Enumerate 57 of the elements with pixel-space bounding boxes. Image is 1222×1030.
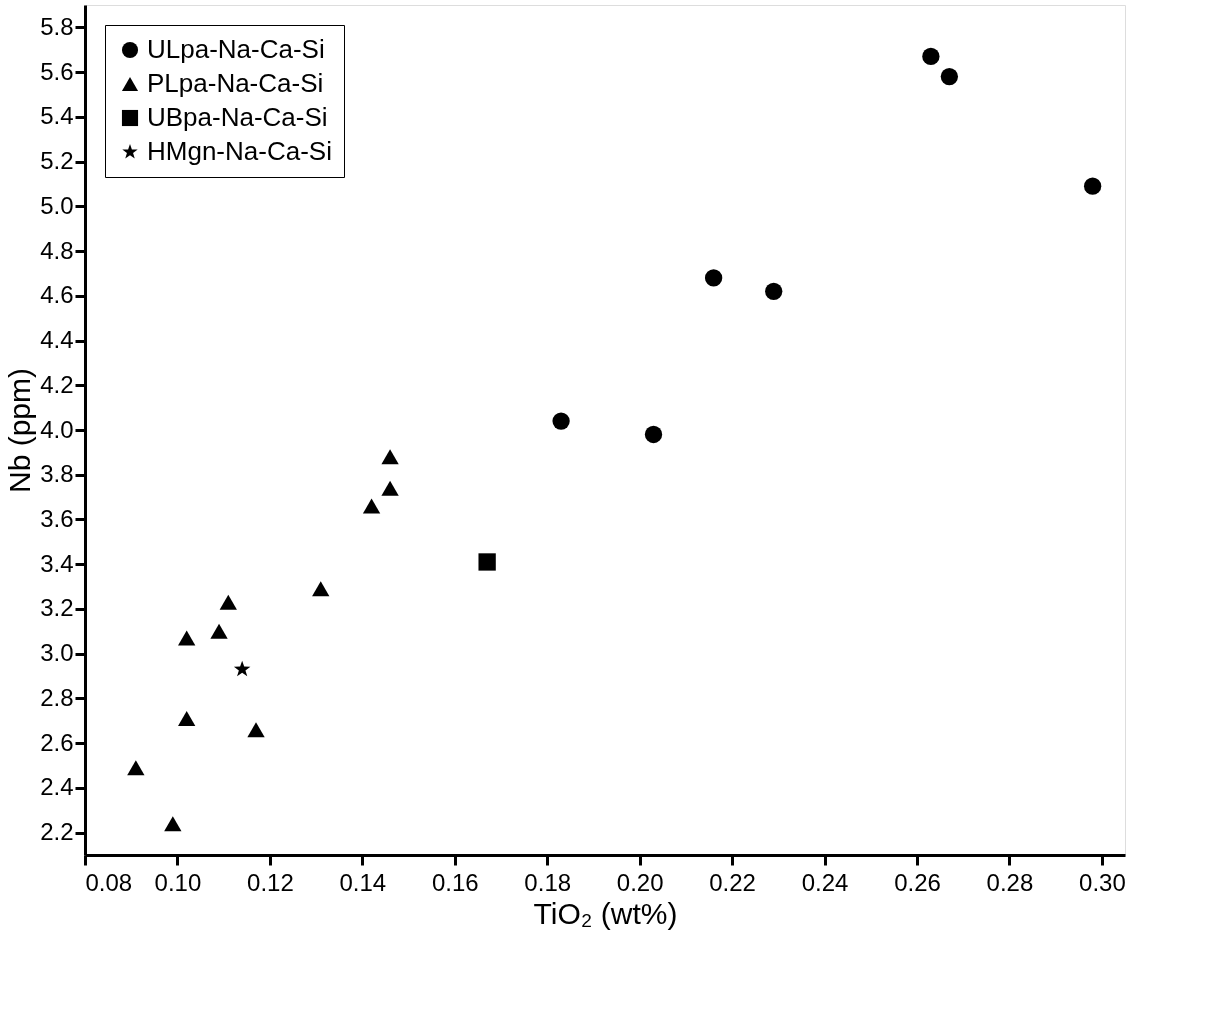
point (178, 630, 196, 646)
y-tick-label: 3.8 (40, 460, 74, 488)
x-tick-label: 0.22 (709, 868, 756, 896)
y-tick-label: 2.2 (40, 818, 74, 846)
y-tick-label: 3.6 (40, 504, 74, 532)
point (552, 412, 570, 430)
x-tick-label: 0.20 (616, 868, 664, 896)
point (247, 722, 265, 738)
point (362, 498, 381, 514)
y-tick-label: 4.0 (40, 415, 74, 443)
legend-label: ULpa-Na-Ca-Si (147, 34, 325, 64)
y-tick-label: 3.4 (40, 549, 74, 577)
point (381, 449, 399, 465)
y-tick-label: 2.4 (40, 773, 74, 801)
x-tick-label: 0.10 (154, 868, 202, 896)
y-tick-label: 4.8 (40, 236, 74, 264)
x-tick-label: 0.28 (986, 868, 1034, 896)
legend-label: HMgn-Na-Ca-Si (147, 136, 332, 166)
point (644, 425, 663, 444)
y-tick-label: 4.4 (40, 326, 74, 354)
point (922, 47, 940, 66)
x-tick-label: 0.12 (247, 868, 294, 896)
point (233, 660, 251, 677)
x-tick-label: 0.24 (801, 868, 849, 896)
y-tick-label: 4.2 (40, 370, 74, 398)
point (765, 282, 783, 300)
point (164, 816, 182, 832)
point (127, 760, 145, 776)
point (940, 67, 959, 86)
point (1083, 177, 1102, 195)
y-tick-label: 2.6 (40, 728, 74, 756)
point (219, 594, 237, 610)
x-axis-title: TiO₂ (wt%) (533, 896, 678, 930)
y-tick-label: 5.6 (40, 57, 74, 85)
x-tick-label: 0.18 (524, 868, 572, 896)
legend-label: PLpa-Na-Ca-Si (147, 68, 324, 98)
point (478, 553, 496, 571)
point (210, 623, 228, 639)
point (704, 269, 723, 287)
y-tick-label: 2.8 (40, 683, 74, 711)
y-tick-label: 5.2 (40, 147, 74, 175)
x-tick-label: 0.08 (85, 868, 133, 896)
x-tick-label: 0.26 (894, 868, 941, 896)
legend-label: UBpa-Na-Ca-Si (147, 102, 328, 132)
y-tick-label: 5.4 (40, 102, 74, 130)
x-tick-label: 0.14 (339, 868, 387, 896)
point (381, 480, 399, 496)
y-tick-label: 5.0 (40, 191, 74, 219)
y-axis-title: Nb (ppm) (3, 367, 37, 494)
y-tick-label: 5.8 (40, 12, 74, 40)
y-tick-label: 3.0 (40, 639, 74, 667)
x-tick-label: 0.30 (1079, 868, 1126, 896)
y-tick-label: 3.2 (40, 594, 74, 622)
x-tick-label: 0.16 (431, 868, 479, 896)
y-tick-label: 4.6 (40, 281, 74, 309)
point (178, 711, 196, 727)
point (312, 581, 330, 597)
